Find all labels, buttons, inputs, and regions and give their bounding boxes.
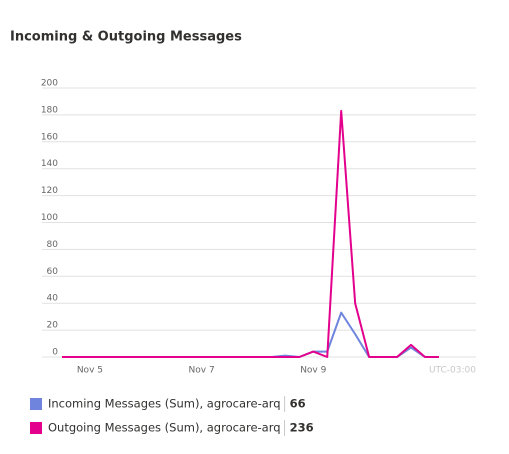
y-tick-label: 20: [47, 321, 59, 331]
y-tick-label: 80: [47, 240, 59, 250]
x-tick-label: Nov 7: [189, 366, 215, 376]
y-tick-label: 100: [41, 213, 58, 223]
timezone-label: UTC-03:00: [429, 366, 476, 376]
y-tick-label: 120: [41, 186, 58, 196]
x-tick-label: Nov 9: [300, 366, 326, 376]
legend-total: 66: [290, 397, 306, 411]
y-tick-label: 200: [41, 79, 58, 89]
legend-label: Incoming Messages (Sum), agrocare-arq: [48, 397, 281, 411]
x-tick-label: Nov 5: [77, 366, 103, 376]
chart-title: Incoming & Outgoing Messages: [10, 30, 242, 45]
legend-swatch: [30, 398, 42, 410]
y-tick-label: 0: [52, 348, 58, 358]
y-tick-label: 60: [47, 267, 59, 277]
series-line: [62, 109, 439, 358]
legend-swatch: [30, 422, 42, 434]
series-line: [62, 311, 439, 358]
legend-total: 236: [290, 421, 314, 435]
y-tick-label: 160: [41, 132, 58, 142]
y-tick-label: 180: [41, 105, 58, 115]
y-tick-label: 40: [47, 294, 59, 304]
y-tick-label: 140: [41, 159, 58, 169]
legend-label: Outgoing Messages (Sum), agrocare-arq: [48, 421, 281, 435]
